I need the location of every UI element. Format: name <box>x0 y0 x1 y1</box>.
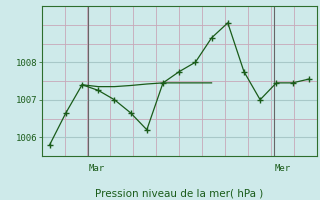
Text: Mer: Mer <box>274 164 290 173</box>
Text: Pression niveau de la mer( hPa ): Pression niveau de la mer( hPa ) <box>95 188 263 198</box>
Text: Mar: Mar <box>88 164 105 173</box>
